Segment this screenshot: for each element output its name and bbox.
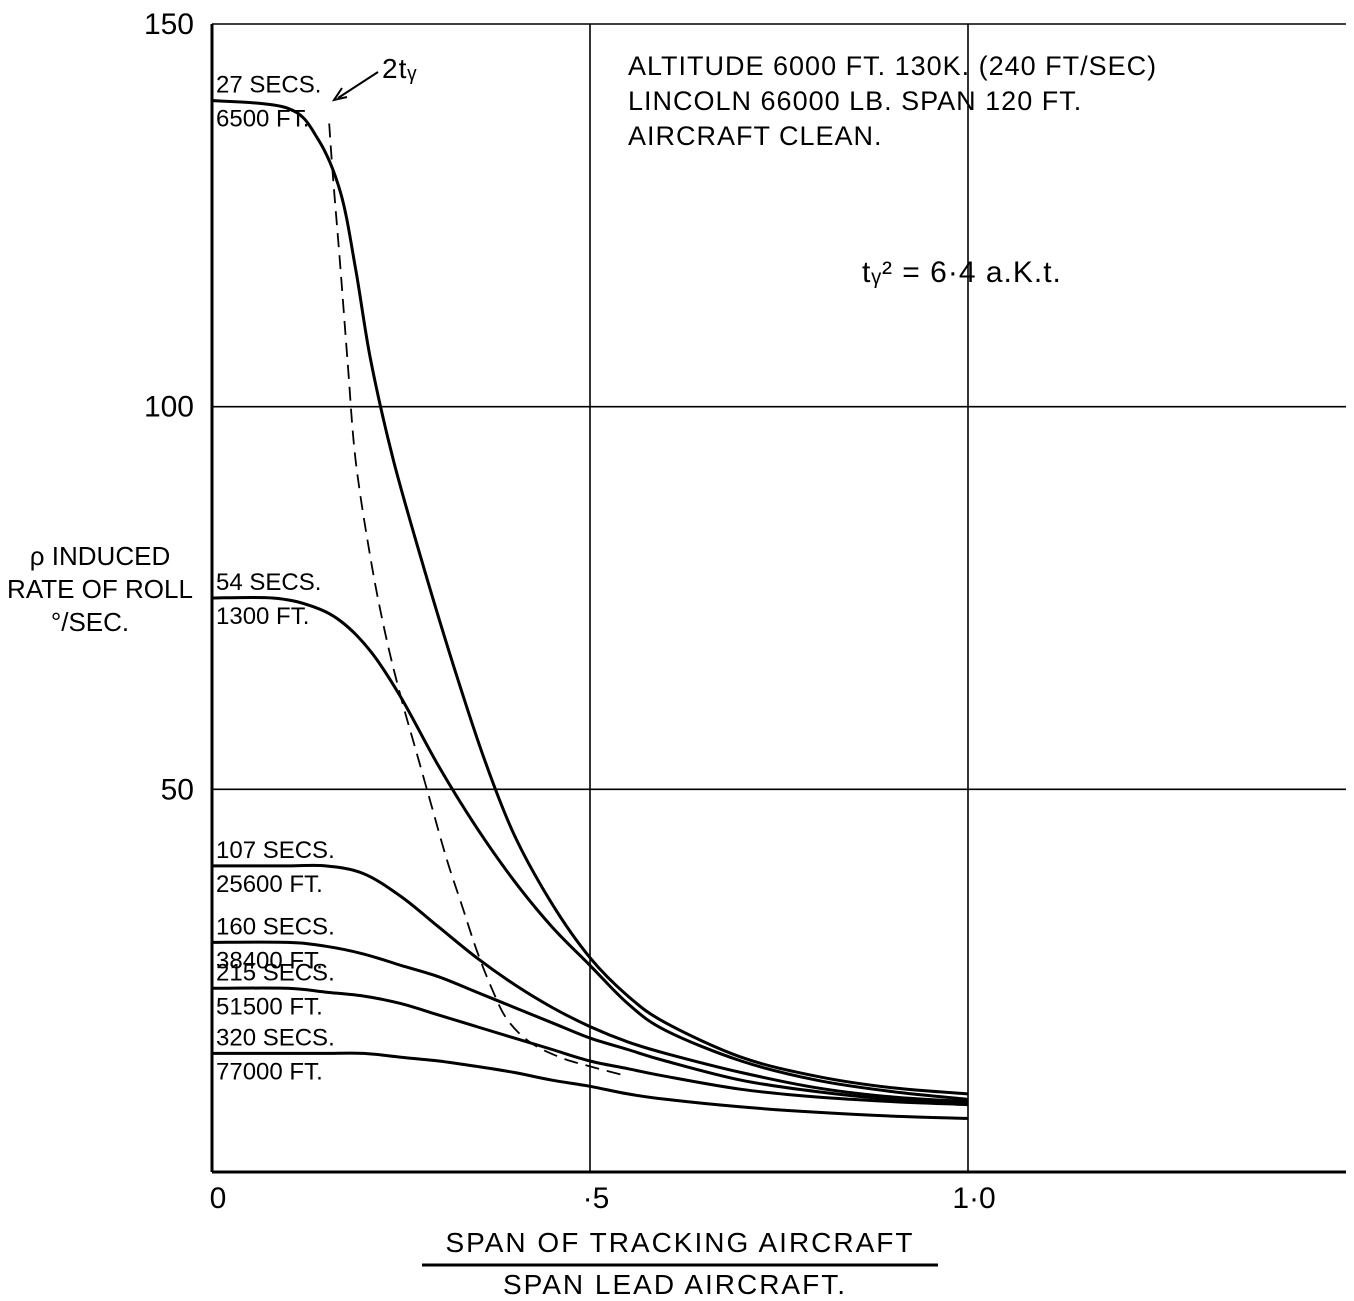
series-label-time-5: 320 SECS. (216, 1024, 335, 1051)
series-curve-4 (211, 986, 969, 1107)
conditions-line-2: LINCOLN 66000 LB. SPAN 120 FT. (628, 86, 1082, 116)
series-curves (211, 99, 969, 1120)
series-label-distance-1: 1300 FT. (216, 603, 309, 630)
dashed-curve-label: 2tᵧ (331, 53, 417, 102)
series-label-distance-0: 6500 FT. (216, 106, 309, 133)
y-axis-title-line-3: °/SEC. (51, 607, 129, 637)
series-label-time-4: 215 SECS. (216, 959, 335, 986)
y-axis-title-line-1: ρ INDUCED (30, 541, 170, 571)
series-label-distance-4: 51500 FT. (216, 993, 323, 1020)
series-curve-3 (211, 940, 969, 1105)
dashed-curve-label-arrowhead (331, 87, 348, 102)
formula-annotation: tᵧ² = 6·4 a.K.t. (862, 256, 1062, 289)
x-axis-title: SPAN OF TRACKING AIRCRAFT SPAN LEAD AIRC… (422, 1227, 938, 1300)
series-label-time-2: 107 SECS. (216, 837, 335, 864)
series-curve-0 (211, 99, 969, 1096)
series-label-distance-2: 25600 FT. (216, 871, 323, 898)
conditions-line-1: ALTITUDE 6000 FT. 130K. (240 FT/SEC) (628, 51, 1157, 81)
dashed-curve-label-leader (337, 71, 379, 99)
x-tick-label-1: ·5 (583, 1182, 610, 1215)
series-curve-5 (212, 1051, 969, 1120)
y-tick-label-0: 50 (161, 773, 194, 806)
y-axis-title: ρ INDUCED RATE OF ROLL °/SEC. (7, 541, 193, 637)
series-curve-2 (212, 863, 969, 1104)
series-label-time-1: 54 SECS. (216, 569, 321, 596)
dashed-curve (328, 123, 629, 1078)
series-label-time-3: 160 SECS. (216, 913, 335, 940)
grid-lines (212, 23, 1346, 1172)
y-tick-label-2: 150 (144, 8, 194, 41)
y-tick-label-1: 100 (144, 391, 194, 424)
series-labels: 27 SECS. 6500 FT. 54 SECS. 1300 FT. 107 SECS… (216, 72, 335, 1086)
x-tick-label-0: 0 (210, 1182, 227, 1215)
x-tick-label-2: 1·0 (952, 1182, 995, 1215)
conditions-line-3: AIRCRAFT CLEAN. (628, 121, 883, 151)
tick-labels: 0 ·5 1·0 50 100 150 (144, 8, 996, 1215)
series-label-time-0: 27 SECS. (216, 72, 321, 99)
dashed-curve-group (328, 123, 629, 1078)
y-axis-title-line-2: RATE OF ROLL (7, 574, 193, 604)
series-label-distance-3: 38400 FT. (216, 947, 323, 974)
series-curve-1 (211, 595, 969, 1101)
x-axis-title-numerator: SPAN OF TRACKING AIRCRAFT (445, 1227, 914, 1258)
conditions-annotation: ALTITUDE 6000 FT. 130K. (240 FT/SEC) LIN… (628, 51, 1157, 151)
dashed-curve-label-text: 2tᵧ (382, 53, 417, 84)
series-label-distance-5: 77000 FT. (216, 1058, 323, 1085)
x-axis-title-denominator: SPAN LEAD AIRCRAFT. (503, 1269, 847, 1300)
